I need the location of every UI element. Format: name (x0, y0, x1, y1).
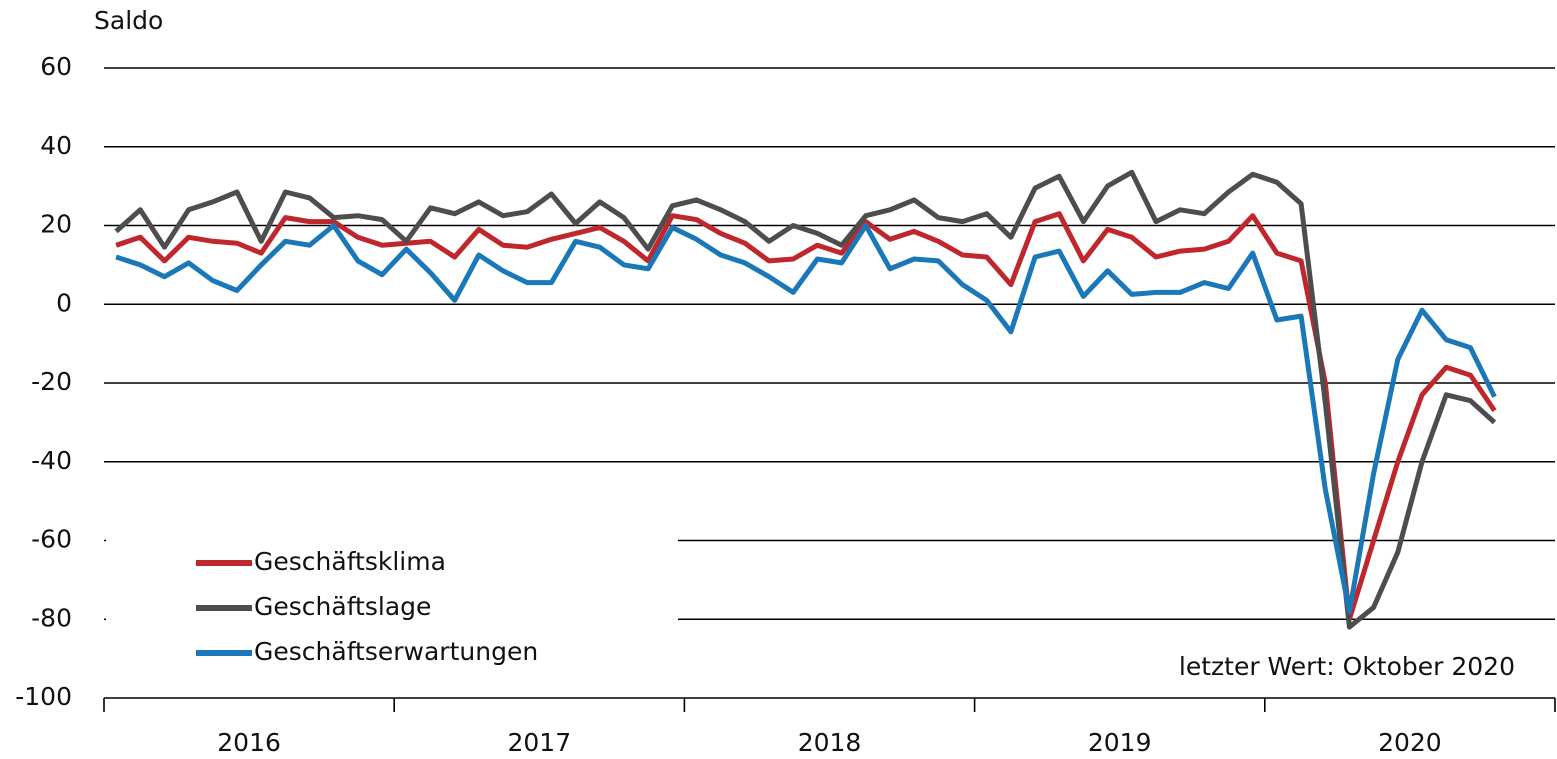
x-tick-label: 2017 (507, 728, 571, 757)
x-tick-label: 2020 (1378, 728, 1442, 757)
legend-label: Geschäftslage (254, 592, 431, 621)
y-tick-label: 60 (40, 52, 72, 81)
data-line (114, 169, 1497, 630)
annotation: letzter Wert: Oktober 2020 (1179, 652, 1515, 681)
legend-label: Geschäftserwartungen (254, 637, 538, 666)
y-tick-label: -40 (31, 446, 72, 475)
legend-label: Geschäftsklima (254, 547, 446, 576)
x-tick-label: 2018 (798, 728, 862, 757)
y-tick-label: -20 (31, 367, 72, 396)
x-tick-label: 2019 (1088, 728, 1152, 757)
y-tick-label: -60 (31, 525, 72, 554)
y-tick-label: -100 (15, 682, 72, 711)
data-line (115, 211, 1497, 622)
y-tick-label: 40 (40, 131, 72, 160)
y-tick-label: -80 (31, 603, 72, 632)
data-line (115, 223, 1497, 614)
y-axis-label: Saldo (94, 6, 163, 35)
y-tick-label: 0 (56, 288, 72, 317)
x-tick-label: 2016 (217, 728, 281, 757)
y-tick-label: 20 (40, 210, 72, 239)
